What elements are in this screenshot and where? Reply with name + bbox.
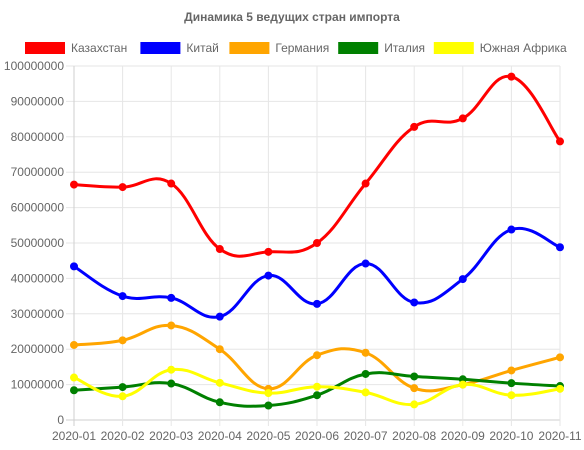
y-tick-label: 0 bbox=[57, 413, 64, 427]
x-tick-label: 2020-03 bbox=[149, 429, 193, 443]
legend-swatch bbox=[338, 42, 379, 54]
legend-swatch bbox=[433, 42, 474, 54]
y-tick-label: 80000000 bbox=[11, 130, 65, 144]
data-point[interactable] bbox=[556, 384, 564, 393]
y-tick-label: 50000000 bbox=[11, 236, 65, 250]
data-point[interactable] bbox=[507, 391, 516, 400]
data-point[interactable] bbox=[167, 179, 176, 188]
data-point[interactable] bbox=[70, 262, 78, 271]
data-point[interactable] bbox=[264, 401, 273, 410]
data-point[interactable] bbox=[313, 391, 321, 400]
legend-swatch bbox=[140, 42, 181, 54]
data-point[interactable] bbox=[167, 365, 176, 374]
data-point[interactable] bbox=[70, 386, 78, 395]
y-tick-label: 60000000 bbox=[11, 201, 65, 215]
legend-item[interactable]: Китай bbox=[140, 41, 219, 55]
legend-swatch bbox=[229, 42, 270, 54]
data-point[interactable] bbox=[215, 345, 224, 354]
x-tick-label: 2020-10 bbox=[489, 429, 533, 443]
data-point[interactable] bbox=[215, 245, 224, 254]
data-point[interactable] bbox=[118, 183, 127, 192]
data-point[interactable] bbox=[458, 275, 467, 284]
y-tick-label: 20000000 bbox=[11, 342, 65, 356]
data-point[interactable] bbox=[313, 351, 321, 360]
data-point[interactable] bbox=[118, 383, 127, 392]
data-point[interactable] bbox=[215, 378, 224, 387]
data-point[interactable] bbox=[118, 392, 127, 401]
data-point[interactable] bbox=[70, 340, 78, 349]
legend-item[interactable]: Италия bbox=[338, 41, 425, 55]
data-point[interactable] bbox=[458, 114, 467, 123]
data-point[interactable] bbox=[313, 299, 321, 308]
data-point[interactable] bbox=[410, 122, 419, 131]
legend-label: Германия bbox=[275, 41, 329, 55]
data-point[interactable] bbox=[507, 72, 516, 81]
data-point[interactable] bbox=[264, 271, 273, 280]
legend: Казахстан Китай Германия Италия Южная Африка bbox=[25, 41, 567, 55]
data-point[interactable] bbox=[556, 137, 564, 146]
y-tick-label: 70000000 bbox=[11, 165, 65, 179]
data-point[interactable] bbox=[361, 259, 370, 268]
data-point[interactable] bbox=[167, 321, 176, 330]
x-tick-label: 2020-01 bbox=[52, 429, 96, 443]
legend-label: Италия bbox=[384, 41, 425, 55]
data-point[interactable] bbox=[70, 373, 78, 382]
data-point[interactable] bbox=[507, 366, 516, 375]
legend-label: Китай bbox=[186, 41, 218, 55]
data-point[interactable] bbox=[361, 369, 370, 378]
data-point[interactable] bbox=[410, 372, 419, 381]
data-point[interactable] bbox=[167, 379, 176, 388]
legend-swatch bbox=[25, 42, 65, 54]
x-tick-label: 2020-04 bbox=[198, 429, 242, 443]
x-tick-label: 2020-02 bbox=[101, 429, 145, 443]
data-point[interactable] bbox=[313, 239, 321, 247]
legend-label: Южная Африка bbox=[480, 41, 567, 55]
x-tick-label: 2020-08 bbox=[392, 429, 436, 443]
y-tick-label: 90000000 bbox=[11, 94, 65, 108]
data-point[interactable] bbox=[167, 293, 176, 302]
legend-item[interactable]: Южная Африка bbox=[433, 41, 567, 55]
data-point[interactable] bbox=[507, 225, 516, 234]
y-tick-label: 10000000 bbox=[11, 378, 65, 392]
y-tick-label: 100000000 bbox=[4, 59, 64, 73]
data-point[interactable] bbox=[361, 388, 370, 397]
x-tick-label: 2020-09 bbox=[441, 429, 485, 443]
data-point[interactable] bbox=[70, 180, 78, 189]
y-tick-label: 30000000 bbox=[11, 307, 65, 321]
data-point[interactable] bbox=[215, 398, 224, 407]
data-point[interactable] bbox=[313, 382, 321, 391]
data-point[interactable] bbox=[556, 243, 564, 252]
data-point[interactable] bbox=[264, 247, 273, 256]
legend-label: Казахстан bbox=[71, 41, 127, 55]
data-point[interactable] bbox=[118, 292, 127, 301]
series-points bbox=[70, 72, 564, 410]
x-tick-label: 2020-07 bbox=[344, 429, 388, 443]
x-axis: 2020-01 2020-02 2020-03 2020-04 2020-05 2020-… bbox=[52, 429, 582, 443]
legend-item[interactable]: Казахстан bbox=[25, 41, 127, 55]
data-point[interactable] bbox=[410, 400, 419, 409]
chart-title: Динамика 5 ведущих стран импорта bbox=[184, 10, 400, 24]
data-point[interactable] bbox=[361, 179, 370, 188]
x-tick-label: 2020-05 bbox=[246, 429, 290, 443]
data-point[interactable] bbox=[215, 312, 224, 321]
data-point[interactable] bbox=[410, 298, 419, 307]
data-point[interactable] bbox=[118, 336, 127, 345]
data-point[interactable] bbox=[507, 379, 516, 388]
data-point[interactable] bbox=[264, 389, 273, 398]
data-point[interactable] bbox=[410, 384, 419, 393]
y-axis: 0 10000000 20000000 30000000 40000000 5000000… bbox=[4, 59, 64, 427]
data-point[interactable] bbox=[361, 348, 370, 357]
data-point[interactable] bbox=[556, 353, 564, 362]
y-tick-label: 40000000 bbox=[11, 271, 65, 285]
data-point[interactable] bbox=[458, 380, 467, 389]
x-tick-label: 2020-11 bbox=[538, 429, 581, 443]
x-tick-label: 2020-06 bbox=[295, 429, 339, 443]
legend-item[interactable]: Германия bbox=[229, 41, 329, 55]
